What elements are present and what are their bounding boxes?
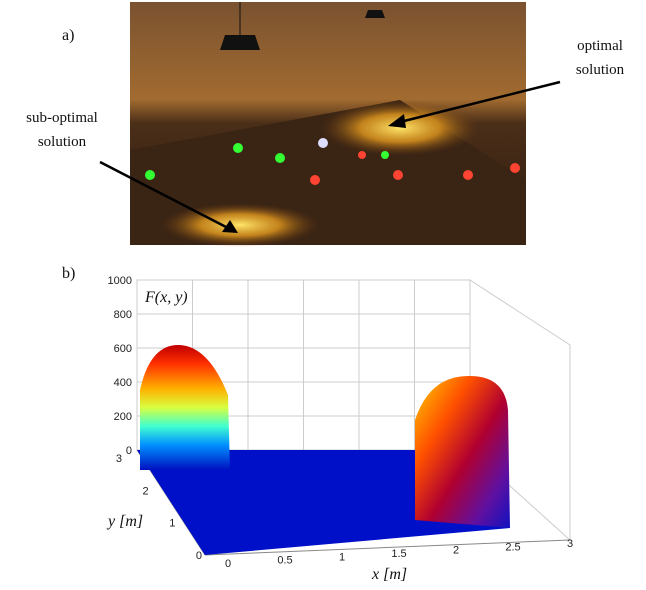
annotation: solution — [576, 62, 625, 78]
y-tick-label: 1 — [169, 518, 175, 530]
photo — [130, 2, 526, 247]
axis-label: x [m] — [371, 566, 407, 583]
z-tick-label: 1000 — [108, 275, 132, 287]
z-tick-label: 600 — [114, 343, 132, 355]
annotation: sub-optimal — [26, 110, 98, 126]
x-tick-label: 2.5 — [505, 541, 520, 553]
z-tick-label: 400 — [114, 377, 132, 389]
y-tick-label: 2 — [143, 485, 149, 497]
z-tick-label: 0 — [126, 445, 132, 457]
z-tick-label: 200 — [114, 411, 132, 423]
surface-peak — [415, 376, 510, 528]
x-tick-label: 0 — [225, 558, 231, 570]
axis-label: F(x, y) — [144, 289, 188, 306]
x-tick-label: 3 — [567, 538, 573, 550]
panel-label: a) — [62, 27, 74, 44]
x-tick-label: 2 — [453, 545, 459, 557]
annotation: solution — [38, 134, 87, 150]
x-tick-label: 1.5 — [391, 548, 406, 560]
axis-label: y [m] — [106, 513, 143, 530]
surface-peak — [140, 345, 230, 470]
y-tick-label: 0 — [196, 550, 202, 562]
panel-label: b) — [62, 265, 75, 282]
x-tick-label: 1 — [339, 551, 345, 563]
annotation: optimal — [577, 38, 623, 54]
x-tick-label: 0.5 — [277, 555, 292, 567]
z-tick-label: 800 — [114, 309, 132, 321]
y-tick-label: 3 — [116, 453, 122, 465]
figure: a) optimal solution sub-optimal solution… — [0, 0, 646, 585]
